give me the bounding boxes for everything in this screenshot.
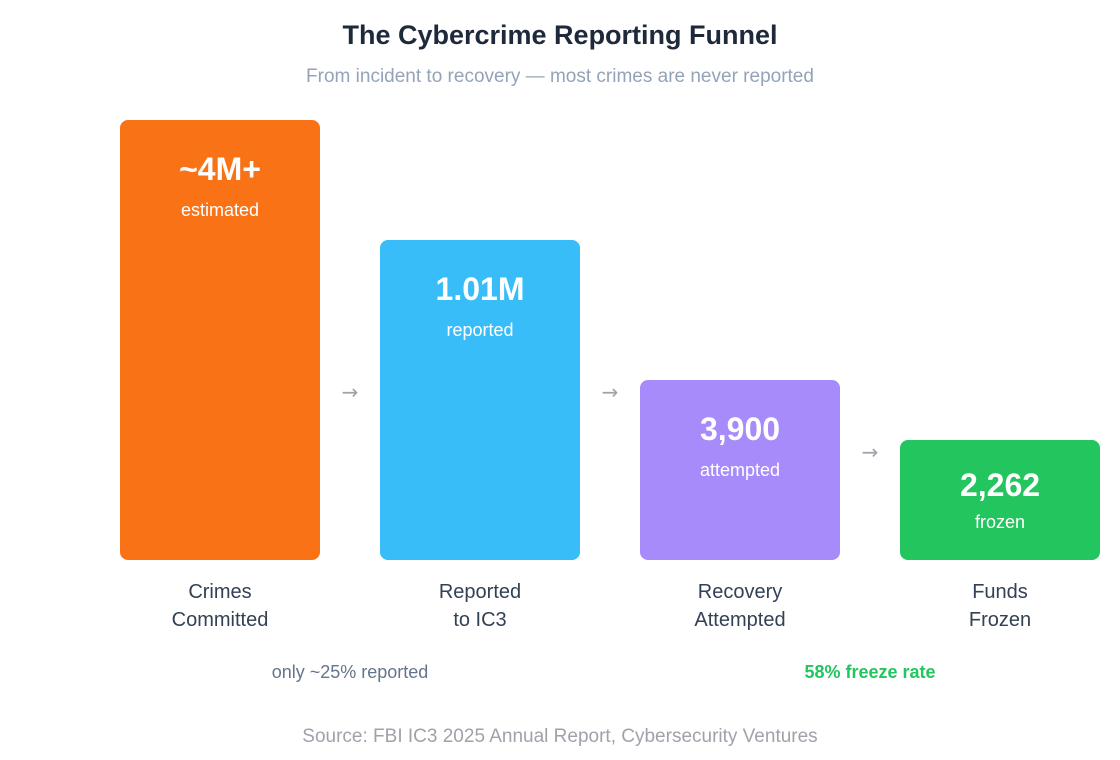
- chart-subtitle: From incident to recovery — most crimes …: [306, 66, 814, 87]
- stage-label-line: Crimes: [188, 581, 252, 603]
- bar-reported-ic3: 1.01M reported: [380, 240, 580, 560]
- stage-label-crimes: Crimes Committed: [120, 578, 320, 634]
- bar-unit-attempted: attempted: [699, 460, 781, 480]
- arrow-right-icon: →: [861, 440, 879, 464]
- bar-value-attempted: 3,900: [699, 411, 781, 447]
- stage-label-line: Committed: [171, 609, 269, 631]
- stage-label-reported: Reported to IC3: [380, 578, 580, 634]
- bar-recovery-attempted: 3,900 attempted: [640, 380, 840, 560]
- bar-unit-frozen: frozen: [974, 512, 1026, 532]
- bar-value-crimes: ~4M+: [179, 151, 261, 187]
- stage-label-line: Recovery: [697, 581, 783, 603]
- reported-share-note: only ~25% reported: [271, 662, 429, 682]
- chart-title: The Cybercrime Reporting Funnel: [342, 20, 778, 50]
- stage-label-line: Funds: [972, 581, 1028, 603]
- bar-crimes-committed: ~4M+ estimated: [120, 120, 320, 560]
- arrow-right-icon: →: [601, 380, 619, 404]
- stage-label-attempted: Recovery Attempted: [640, 578, 840, 634]
- source-note: Source: FBI IC3 2025 Annual Report, Cybe…: [302, 726, 818, 747]
- stage-label-line: Reported: [438, 581, 522, 603]
- arrow-right-icon: →: [341, 380, 359, 404]
- bar-unit-crimes: estimated: [180, 200, 260, 220]
- stage-label-line: Frozen: [968, 609, 1032, 631]
- stage-label-line: to IC3: [453, 609, 507, 631]
- bar-unit-reported: reported: [446, 320, 514, 340]
- stage-label-frozen: Funds Frozen: [900, 578, 1100, 634]
- freeze-rate-note: 58% freeze rate: [804, 662, 936, 682]
- bar-value-reported: 1.01M: [435, 271, 525, 307]
- bar-funds-frozen: 2,262 frozen: [900, 440, 1100, 560]
- stage-label-line: Attempted: [694, 609, 786, 631]
- bar-value-frozen: 2,262: [959, 467, 1041, 503]
